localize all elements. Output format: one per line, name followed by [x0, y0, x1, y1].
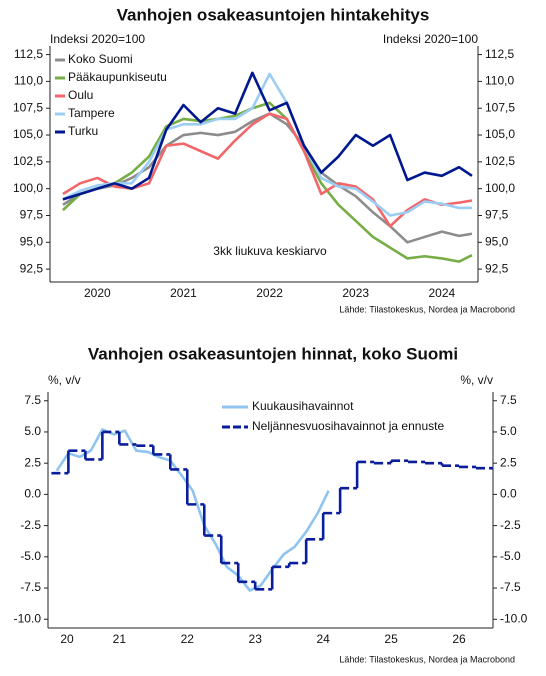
- legend-label: Tampere: [68, 106, 115, 120]
- y2-tick-label: 107,5: [485, 100, 515, 114]
- y-tick-label: 112,5: [14, 47, 43, 61]
- y-tick-label: 95,0: [20, 234, 44, 248]
- y-tick-label: 107,5: [13, 100, 43, 114]
- x-tick-label: 2020: [84, 286, 111, 300]
- legend-label: Oulu: [68, 88, 93, 102]
- y2-tick-label: -7.5: [500, 580, 521, 594]
- y2-tick-label: 92,5: [485, 261, 509, 275]
- y2-axis-label: Indeksi 2020=100: [383, 32, 478, 46]
- legend-label: Neljännesvuosihavainnot ja ennuste: [252, 419, 444, 433]
- legend-label: Koko Suomi: [68, 52, 133, 66]
- x-tick-label: 2023: [342, 286, 369, 300]
- chart-title: Vanhojen osakeasuntojen hintakehitys: [117, 5, 430, 24]
- y2-axis-label: %, v/v: [460, 373, 493, 387]
- x-tick-label: 24: [316, 632, 330, 646]
- y-tick-label: -2.5: [20, 518, 41, 532]
- y-tick-label: -5.0: [20, 549, 41, 563]
- y2-tick-label: 95,0: [485, 234, 509, 248]
- x-tick-label: 23: [249, 632, 263, 646]
- y-tick-label: 100,0: [13, 181, 43, 195]
- y2-tick-label: -2.5: [500, 518, 521, 532]
- y2-tick-label: 110,0: [485, 74, 514, 88]
- y-tick-label: 92,5: [20, 261, 44, 275]
- x-tick-label: 26: [452, 632, 466, 646]
- series-line: [62, 72, 472, 217]
- y2-tick-label: 100,0: [485, 181, 515, 195]
- y2-tick-label: 97,5: [485, 208, 509, 222]
- y2-tick-label: -5.0: [500, 549, 521, 563]
- x-tick-label: 21: [113, 632, 127, 646]
- x-tick-label: 2021: [170, 286, 197, 300]
- y-axis-label: Indeksi 2020=100: [50, 32, 145, 46]
- y-tick-label: 110,0: [14, 74, 43, 88]
- y-tick-label: 2.5: [24, 455, 41, 469]
- series-line: [62, 101, 473, 263]
- x-tick-label: 2022: [256, 286, 283, 300]
- y-tick-label: 5.0: [24, 424, 41, 438]
- legend-label: Turku: [68, 124, 98, 138]
- y2-tick-label: 5.0: [500, 424, 517, 438]
- y2-tick-label: 2.5: [500, 455, 517, 469]
- y2-tick-label: 0.0: [500, 487, 517, 501]
- y-tick-label: -7.5: [20, 580, 41, 594]
- y2-tick-label: 112,5: [485, 47, 514, 61]
- y-axis-label: %, v/v: [48, 373, 81, 387]
- source: Lähde: Tilastokeskus, Nordea ja Macrobon…: [339, 654, 515, 664]
- x-tick-label: 2024: [428, 286, 455, 300]
- y-tick-label: 0.0: [24, 487, 41, 501]
- chart-title: Vanhojen osakeasuntojen hinnat, koko Suo…: [88, 344, 458, 363]
- y2-tick-label: 7.5: [500, 393, 517, 407]
- source: Lähde: Tilastokeskus, Nordea ja Macrobon…: [339, 304, 515, 314]
- x-tick-label: 25: [384, 632, 398, 646]
- series-line: [55, 428, 330, 592]
- legend-label: Pääkaupunkiseutu: [68, 70, 167, 84]
- legend-label: Kuukausihavainnot: [252, 399, 354, 413]
- y-tick-label: 102,5: [13, 154, 43, 168]
- y2-tick-label: 105,0: [485, 127, 515, 141]
- y2-tick-label: 102,5: [485, 154, 515, 168]
- y-tick-label: -10.0: [14, 611, 42, 625]
- y-tick-label: 105,0: [13, 127, 43, 141]
- series-line: [62, 71, 473, 201]
- x-tick-label: 20: [60, 632, 74, 646]
- y-tick-label: 97,5: [20, 208, 44, 222]
- x-tick-label: 22: [181, 632, 195, 646]
- y-tick-label: 7.5: [24, 393, 41, 407]
- y2-tick-label: -10.0: [500, 611, 528, 625]
- annotation: 3kk liukuva keskiarvo: [213, 244, 327, 258]
